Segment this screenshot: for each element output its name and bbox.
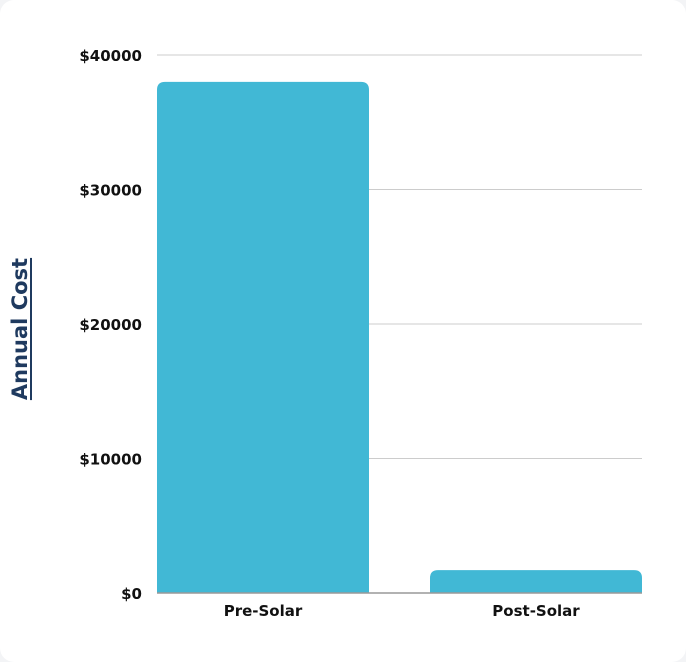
bars	[157, 81, 642, 594]
x-tick-label: Post-Solar	[492, 602, 580, 620]
y-tick-label: $0	[121, 585, 142, 603]
y-tick-label: $40000	[79, 47, 142, 65]
y-tick-labels: $0 $10000 $20000 $30000 $40000	[79, 47, 142, 603]
y-tick-label: $30000	[79, 182, 142, 200]
y-tick-label: $10000	[79, 451, 142, 469]
x-tick-label: Pre-Solar	[224, 602, 303, 620]
bar-pre-solar	[157, 81, 369, 594]
x-tick-labels: Pre-Solar Post-Solar	[224, 602, 581, 620]
y-tick-label: $20000	[79, 316, 142, 334]
bar-post-solar	[430, 570, 642, 593]
